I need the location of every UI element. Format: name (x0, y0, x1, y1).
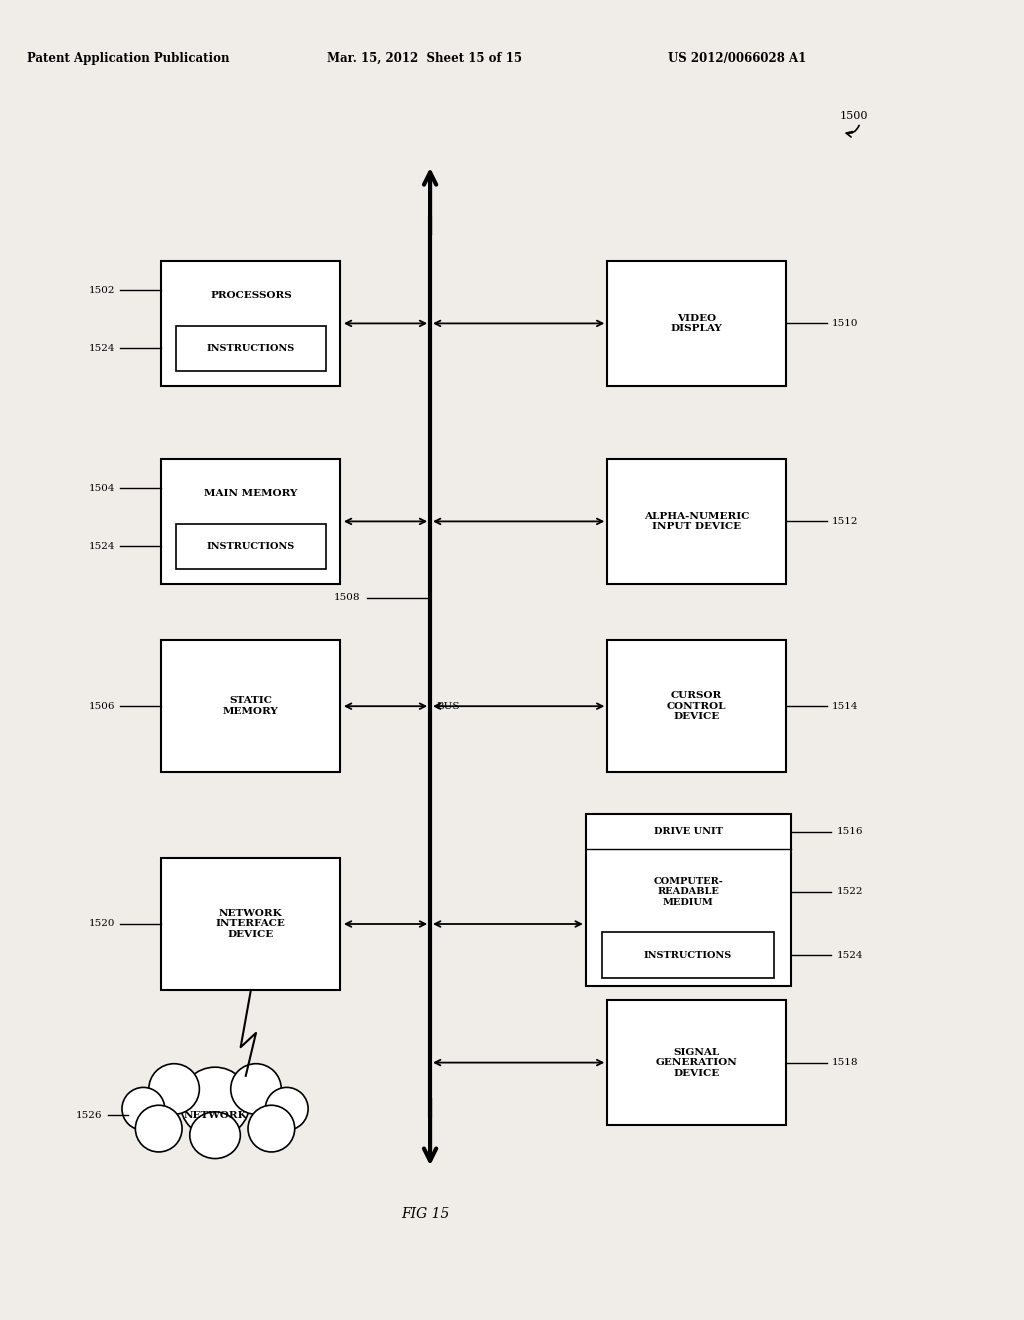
Text: VIDEO
DISPLAY: VIDEO DISPLAY (671, 314, 722, 333)
Bar (606, 1001, 786, 1125)
Ellipse shape (122, 1088, 165, 1130)
Text: ALPHA-NUMERIC
INPUT DEVICE: ALPHA-NUMERIC INPUT DEVICE (644, 512, 749, 531)
Text: 1508: 1508 (334, 594, 360, 602)
Bar (162, 261, 340, 385)
Text: FIG 15: FIG 15 (400, 1208, 450, 1221)
Bar (162, 459, 340, 583)
Text: 1506: 1506 (89, 702, 115, 710)
Text: DRIVE UNIT: DRIVE UNIT (653, 828, 723, 836)
Text: 1526: 1526 (76, 1111, 102, 1119)
Text: SIGNAL
GENERATION
DEVICE: SIGNAL GENERATION DEVICE (655, 1048, 737, 1077)
Bar (162, 640, 340, 772)
Bar (176, 524, 326, 569)
Bar (176, 326, 326, 371)
Ellipse shape (230, 1064, 282, 1114)
Bar (606, 261, 786, 385)
Text: INSTRUCTIONS: INSTRUCTIONS (644, 950, 732, 960)
Text: MAIN MEMORY: MAIN MEMORY (204, 490, 298, 499)
Text: INSTRUCTIONS: INSTRUCTIONS (207, 345, 295, 352)
Ellipse shape (189, 1111, 241, 1159)
Text: CURSOR
CONTROL
DEVICE: CURSOR CONTROL DEVICE (667, 692, 726, 721)
Bar (602, 932, 774, 978)
Text: 1512: 1512 (833, 517, 858, 525)
Text: NETWORK
INTERFACE
DEVICE: NETWORK INTERFACE DEVICE (216, 909, 286, 939)
Text: STATIC
MEMORY: STATIC MEMORY (223, 697, 279, 715)
Text: 1516: 1516 (837, 828, 863, 836)
Ellipse shape (148, 1064, 200, 1114)
Text: Mar. 15, 2012  Sheet 15 of 15: Mar. 15, 2012 Sheet 15 of 15 (328, 51, 522, 65)
Bar (162, 858, 340, 990)
Bar (606, 459, 786, 583)
Text: PROCESSORS: PROCESSORS (210, 292, 292, 301)
Ellipse shape (265, 1088, 308, 1130)
Bar (586, 814, 791, 986)
Text: Patent Application Publication: Patent Application Publication (27, 51, 229, 65)
Ellipse shape (248, 1105, 295, 1152)
Text: US 2012/0066028 A1: US 2012/0066028 A1 (668, 51, 807, 65)
Text: BUS: BUS (436, 702, 460, 710)
Text: COMPUTER-
READABLE
MEDIUM: COMPUTER- READABLE MEDIUM (653, 876, 723, 907)
Ellipse shape (135, 1105, 182, 1152)
Text: 1514: 1514 (833, 702, 858, 710)
Text: 1524: 1524 (837, 950, 863, 960)
Text: INSTRUCTIONS: INSTRUCTIONS (207, 543, 295, 550)
Ellipse shape (180, 1067, 250, 1138)
Text: 1524: 1524 (89, 543, 115, 550)
Text: 1502: 1502 (89, 286, 115, 294)
Text: 1522: 1522 (837, 887, 863, 896)
Text: 1524: 1524 (89, 345, 115, 352)
Text: 1500: 1500 (840, 111, 868, 121)
Text: 1504: 1504 (89, 484, 115, 492)
Text: 1510: 1510 (833, 319, 858, 327)
Text: NETWORK: NETWORK (183, 1111, 247, 1119)
Bar (606, 640, 786, 772)
Text: 1520: 1520 (89, 920, 115, 928)
Text: 1518: 1518 (833, 1059, 858, 1067)
